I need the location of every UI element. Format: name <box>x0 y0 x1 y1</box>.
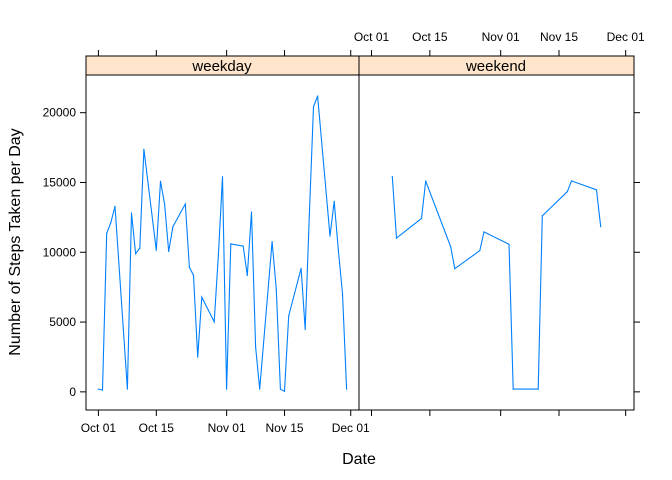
x-tick-label-top: Dec 01 <box>607 30 645 44</box>
data-point-weekday <box>255 346 257 348</box>
data-point-weekend <box>450 246 452 248</box>
y-axis-title: Number of Steps Taken per Day <box>7 128 24 355</box>
data-point-weekday <box>135 253 137 255</box>
data-point-weekday <box>97 388 99 390</box>
data-point-weekday <box>317 95 319 97</box>
data-point-weekday <box>275 288 277 291</box>
data-point-weekday <box>259 388 261 390</box>
series-line-weekend <box>391 176 602 390</box>
data-point-weekday <box>143 148 145 150</box>
data-point-weekend <box>570 180 573 182</box>
data-point-weekday <box>155 249 157 251</box>
data-point-weekday <box>168 250 170 253</box>
data-point-weekday <box>271 241 273 243</box>
data-point-weekday <box>184 203 186 205</box>
data-point-weekday <box>139 247 141 249</box>
data-point-weekday <box>341 292 344 295</box>
data-point-weekday <box>159 180 162 182</box>
data-point-weekday <box>279 388 281 390</box>
data-point-weekend <box>420 217 423 219</box>
x-tick-label-top: Oct 15 <box>412 30 448 44</box>
data-point-weekday <box>242 245 244 247</box>
series-weekday <box>97 95 348 393</box>
data-point-weekday <box>126 388 128 390</box>
data-point-weekend <box>391 176 393 178</box>
data-point-weekday <box>213 321 215 323</box>
series-weekend <box>391 176 602 390</box>
data-point-weekend <box>537 388 539 390</box>
axes: Oct 01 Oct 01 Oct 15 Oct 15 Nov 01 Nov 01 Nov … <box>43 30 645 435</box>
strip-label-weekday: weekday <box>191 58 252 75</box>
data-point-weekday <box>250 211 253 213</box>
x-tick-label-bottom: Dec 01 <box>332 421 370 435</box>
data-point-weekend <box>566 191 568 193</box>
data-point-weekday <box>217 254 219 256</box>
panel-frame-weekday <box>85 74 360 411</box>
series-line-weekday <box>98 95 348 393</box>
data-point-weekday <box>288 315 290 317</box>
panel-frame-weekend <box>358 74 635 411</box>
data-point-weekend <box>541 215 543 217</box>
strip-label-weekend: weekend <box>465 58 526 75</box>
data-point-weekday <box>329 235 331 237</box>
data-point-weekday <box>283 390 286 392</box>
x-tick-label-top: Nov 15 <box>540 30 578 44</box>
data-point-weekday <box>333 200 335 202</box>
data-point-weekday <box>346 388 348 390</box>
y-tick-label: 20000 <box>43 106 77 120</box>
data-point-weekday <box>164 203 166 205</box>
y-tick-label: 15000 <box>43 175 77 189</box>
data-point-weekday <box>114 205 116 207</box>
x-tick-label-bottom: Oct 01 <box>81 421 117 435</box>
x-tick-label-bottom: Nov 01 <box>208 421 246 435</box>
data-point-weekday <box>172 226 174 228</box>
data-point-weekday <box>110 222 112 224</box>
data-point-weekend <box>479 250 481 252</box>
data-point-weekday <box>246 274 248 277</box>
data-point-weekend <box>454 268 456 270</box>
data-point-weekend <box>595 189 598 191</box>
data-point-weekday <box>130 212 133 214</box>
data-point-weekend <box>600 226 602 228</box>
data-point-weekday <box>201 296 203 298</box>
x-tick-label-top: Nov 01 <box>482 30 520 44</box>
data-point-weekday <box>226 388 228 390</box>
x-tick-label-top: Oct 01 <box>354 30 390 44</box>
data-point-weekend <box>483 231 485 233</box>
data-point-weekday <box>188 266 190 268</box>
data-point-weekday <box>192 274 195 276</box>
data-point-weekday <box>300 267 302 269</box>
data-point-weekday <box>106 232 108 234</box>
data-point-weekday <box>308 212 310 214</box>
x-tick-label-bottom: Nov 15 <box>266 421 304 435</box>
data-point-weekend <box>508 243 510 245</box>
data-point-weekday <box>337 249 339 251</box>
data-point-weekend <box>395 237 398 239</box>
panel-weekend: weekend <box>358 55 635 411</box>
data-point-weekday <box>197 356 199 358</box>
data-point-weekday <box>230 243 232 245</box>
data-point-weekday <box>304 328 306 330</box>
x-tick-label-bottom: Oct 15 <box>139 421 175 435</box>
data-point-weekday <box>221 176 224 178</box>
y-tick-label: 10000 <box>43 245 77 259</box>
y-tick-label: 0 <box>69 385 76 399</box>
data-point-weekend <box>512 388 514 390</box>
data-point-weekday <box>101 389 104 391</box>
y-tick-label: 5000 <box>49 315 76 329</box>
panel-weekday: weekday <box>85 55 360 411</box>
data-point-weekday <box>312 106 315 108</box>
x-axis-title: Date <box>342 451 376 468</box>
data-point-weekend <box>425 180 427 182</box>
